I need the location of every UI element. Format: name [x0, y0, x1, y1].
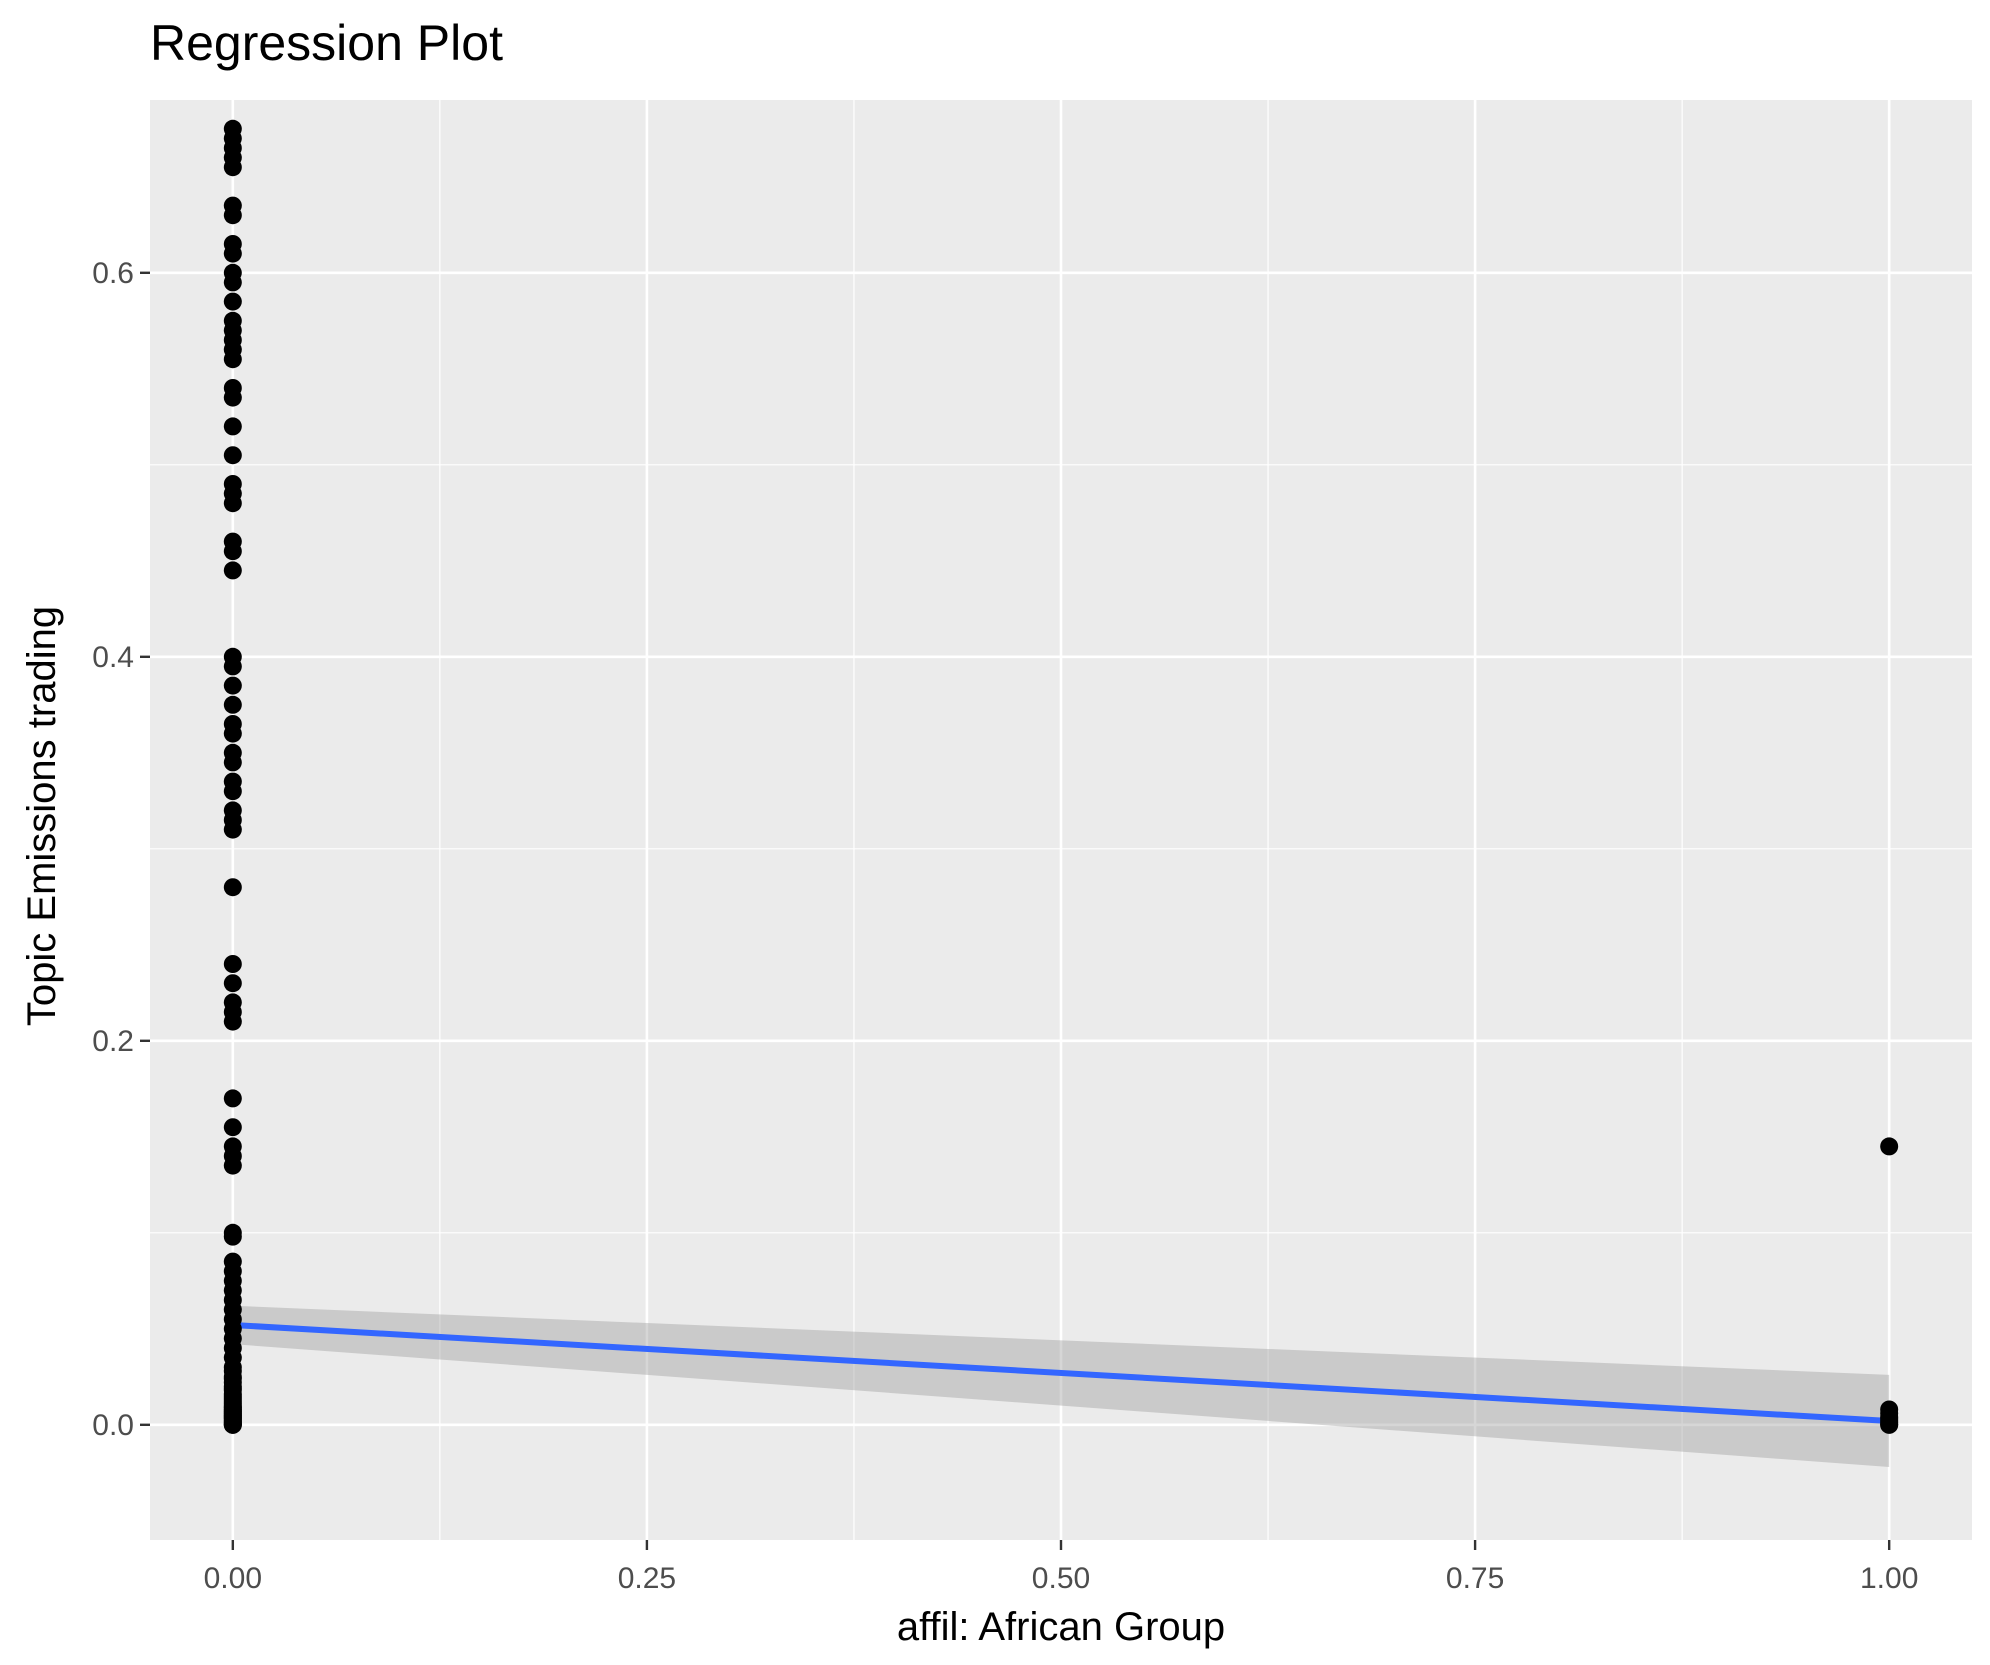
y-tick-label: 0.6 — [92, 257, 134, 290]
x-tick-label: 0.25 — [618, 1562, 676, 1595]
data-point — [223, 350, 242, 369]
data-point — [223, 676, 242, 695]
data-point — [223, 782, 242, 801]
chart-title: Regression Plot — [150, 15, 503, 71]
x-tick-label: 0.50 — [1032, 1562, 1090, 1595]
data-point — [223, 695, 242, 714]
y-axis-ticks: 0.0 0.2 0.4 0.6 — [92, 257, 150, 1442]
x-axis-title: affil: African Group — [897, 1605, 1225, 1649]
data-point — [1880, 1415, 1899, 1434]
y-tick-label: 0.4 — [92, 641, 134, 674]
data-point — [223, 292, 242, 311]
scatter-points — [223, 119, 1899, 1434]
data-point — [223, 753, 242, 772]
data-point — [223, 273, 242, 292]
regression-line-path — [232, 1321, 1890, 1424]
data-point — [223, 820, 242, 839]
data-point — [223, 1156, 242, 1175]
data-point — [223, 724, 242, 743]
data-point — [223, 417, 242, 436]
data-point — [223, 542, 242, 561]
data-point — [223, 561, 242, 580]
data-point — [1880, 1137, 1899, 1156]
data-point — [223, 1118, 242, 1137]
x-tick-label: 1.00 — [1860, 1562, 1918, 1595]
y-tick-label: 0.2 — [92, 1025, 134, 1058]
data-point — [223, 1012, 242, 1031]
data-point — [223, 974, 242, 993]
data-point — [223, 244, 242, 263]
data-point — [223, 1227, 242, 1246]
data-point — [223, 955, 242, 973]
data-point — [223, 1089, 242, 1108]
data-point — [223, 878, 242, 897]
x-tick-label: 0.00 — [204, 1562, 262, 1595]
data-point — [223, 446, 242, 465]
data-point — [223, 494, 242, 513]
data-point — [223, 158, 242, 177]
y-tick-label: 0.0 — [92, 1409, 134, 1442]
x-axis-ticks: 0.00 0.25 0.50 0.75 1.00 — [204, 1540, 1918, 1595]
x-tick-label: 0.75 — [1446, 1562, 1504, 1595]
data-point — [223, 657, 242, 676]
y-axis-title: Topic Emissions trading — [20, 606, 64, 1026]
data-point — [223, 388, 242, 407]
data-point — [223, 206, 242, 225]
regression-line — [232, 1321, 1890, 1424]
data-point — [223, 1369, 242, 1388]
